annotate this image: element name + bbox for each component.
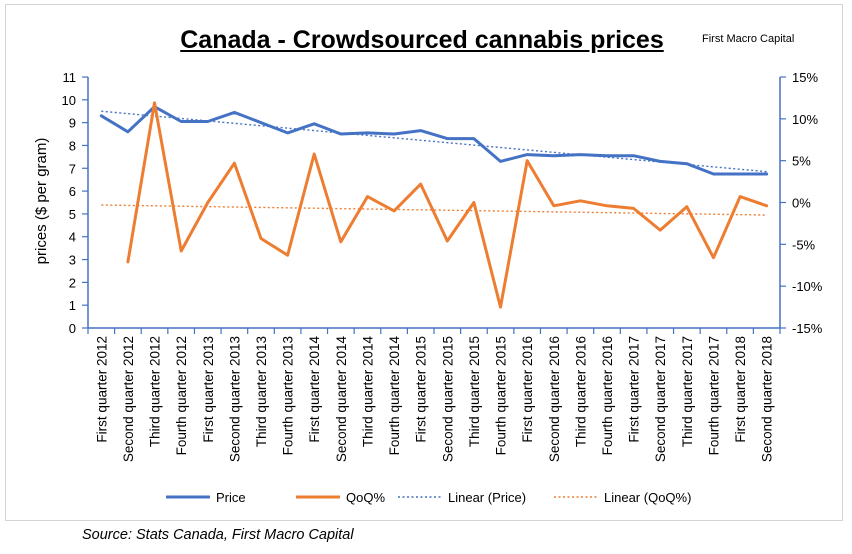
x-tick-label: Third quarter 2015 [467,336,482,447]
x-tick-label: Third quarter 2012 [148,336,163,447]
chart-frame [5,4,843,521]
x-tick-label: Fourth quarter 2016 [600,336,615,455]
y-tick-label: 10 [62,93,76,108]
y2-tick-label: 0% [792,196,811,211]
x-tick-label: Second quarter 2016 [547,336,562,462]
x-tick-label: Fourth quarter 2015 [494,336,509,455]
x-tick-label: Fourth quarter 2017 [706,336,721,455]
trendline-qoq [101,204,767,216]
x-tick-label: First quarter 2015 [414,336,429,443]
legend-linear-price-label: Linear (Price) [448,490,526,505]
x-tick-label: Third quarter 2013 [254,336,269,447]
y-tick-label: 8 [69,138,76,153]
legend: Price QoQ% Linear (Price) Linear (QoQ%) [166,490,691,505]
y-tick-label: 0 [69,321,76,336]
x-tick-label: Third quarter 2017 [680,336,695,447]
chart-title: Canada - Crowdsourced cannabis prices [180,26,664,54]
x-tick-label: First quarter 2017 [627,336,642,443]
brand-label: First Macro Capital [702,33,795,45]
axes: 0 1 2 3 4 5 6 7 8 9 10 11 -15% -10% -5% 0% 5% 10% 15% [62,70,823,336]
y-tick-label: 11 [63,70,77,85]
x-tick-label: First quarter 2014 [307,336,322,443]
y-tick-label: 1 [69,298,76,313]
x-tick-label: Second quarter 2014 [334,336,349,463]
x-tick-label: Fourth quarter 2014 [387,336,402,456]
trendline-price [101,110,767,173]
x-tick-label: Third quarter 2014 [360,336,375,448]
y-axis-label: prices ($ per gram) [33,138,50,265]
y-tick-label: 3 [69,253,76,268]
y-tick-label: 6 [69,184,76,199]
legend-price-label: Price [216,490,246,505]
qoq-series-line [126,101,769,309]
x-tick-label: Third quarter 2016 [573,336,588,447]
y2-tick-label: -15% [792,321,823,336]
y-tick-label: 7 [69,161,76,176]
x-tick-label: First quarter 2016 [520,336,535,443]
legend-linear-qoq-label: Linear (QoQ%) [604,490,691,505]
trendlines [101,110,767,216]
y2-tick-label: -10% [792,279,823,294]
y2-tick-label: 5% [792,154,811,169]
x-tick-label: First quarter 2018 [733,336,748,443]
legend-qoq-label: QoQ% [346,490,385,505]
y-tick-label: 4 [69,230,76,245]
x-tick-labels: First quarter 2012 Second quarter 2012 Thi… [94,336,774,463]
y-tick-label: 5 [69,207,76,222]
source-note: Source: Stats Canada, First Macro Capita… [82,527,354,543]
price-series-line [99,105,769,176]
x-tick-label: First quarter 2013 [201,336,216,443]
x-tick-label: Fourth quarter 2012 [174,336,189,455]
x-tick-label: Second quarter 2015 [440,336,455,462]
y2-tick-label: 10% [792,112,818,127]
series-lines [99,101,769,309]
x-tick-label: First quarter 2012 [94,336,109,443]
y2-tick-label: 15% [792,70,818,85]
y2-tick-label: -5% [792,237,816,252]
x-tick-label: Second quarter 2012 [121,336,136,462]
x-tick-label: Fourth quarter 2013 [281,336,296,455]
x-tick-label: Second quarter 2013 [227,336,242,462]
y-tick-label: 2 [69,275,76,290]
x-tick-label: Second quarter 2018 [760,336,775,462]
x-tick-label: Second quarter 2017 [653,336,668,462]
y-tick-label: 9 [69,116,76,131]
